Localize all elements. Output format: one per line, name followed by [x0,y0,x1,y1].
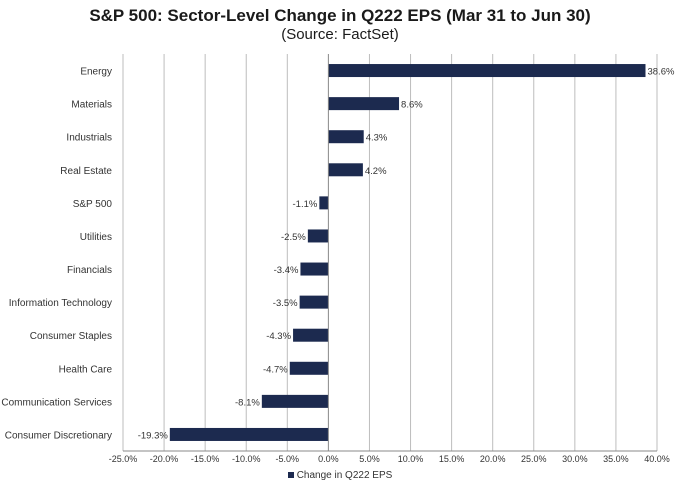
x-tick-label: 25.0% [521,454,547,464]
bar-health-care [289,361,329,375]
category-label: Information Technology [9,298,112,309]
chart-title: S&P 500: Sector-Level Change in Q222 EPS… [89,6,591,25]
x-tick-label: 10.0% [398,454,424,464]
x-tick-label: -20.0% [150,454,179,464]
category-label: Utilities [80,232,112,243]
x-tick-label: 35.0% [603,454,629,464]
data-label: -4.3% [266,331,291,342]
x-tick-label: 30.0% [562,454,588,464]
x-tick-label: 5.0% [359,454,380,464]
bar-chart: -25.0% -20.0% -15.0% -10.0% -5.0% 0.0% 5.0% 10.… [1,54,675,464]
data-label: -19.3% [138,430,169,441]
bar-energy [328,64,646,78]
bar-information-technology [299,295,329,309]
x-tick-label: -15.0% [191,454,220,464]
chart-title-block: S&P 500: Sector-Level Change in Q222 EPS… [0,6,680,44]
bar-real-estate [328,163,363,177]
data-label: -3.5% [273,298,298,309]
bar-financials [300,262,329,276]
category-label: S&P 500 [73,199,113,210]
x-tick-label: -25.0% [109,454,138,464]
data-label: 4.3% [366,133,388,144]
x-tick-label: -10.0% [232,454,261,464]
bar-consumer-discretionary [169,427,329,441]
bar-utilities [307,229,329,243]
bar-s-p-500 [319,196,329,210]
x-tick-label: 40.0% [644,454,670,464]
bar-consumer-staples [293,328,329,342]
x-tick-label: -5.0% [276,454,300,464]
data-label: 4.2% [365,166,387,177]
data-label: 38.6% [647,67,674,78]
category-label: Real Estate [60,166,112,177]
x-tick-label: 15.0% [439,454,465,464]
x-tick-label: 20.0% [480,454,506,464]
chart-subtitle: (Source: FactSet) [281,26,399,43]
data-label: -4.7% [263,364,288,375]
category-label: Materials [71,100,112,111]
category-label: Health Care [59,364,113,375]
category-label: Industrials [66,133,112,144]
legend: Change in Q222 EPS [0,470,680,481]
category-label: Consumer Discretionary [5,430,112,441]
category-label: Energy [80,67,112,78]
legend-label: Change in Q222 EPS [296,470,393,481]
bar-industrials [328,130,364,144]
category-label: Financials [67,265,112,276]
x-tick-label: 0.0% [318,454,339,464]
category-label: Communication Services [1,397,112,408]
data-label: -1.1% [293,199,318,210]
bar-materials [328,97,400,111]
data-label: 8.6% [401,100,423,111]
data-label: -3.4% [274,265,299,276]
legend-swatch [287,472,294,479]
category-label: Consumer Staples [30,331,112,342]
data-label: -2.5% [281,232,306,243]
bar-communication-services [261,394,329,408]
data-label: -8.1% [235,397,260,408]
